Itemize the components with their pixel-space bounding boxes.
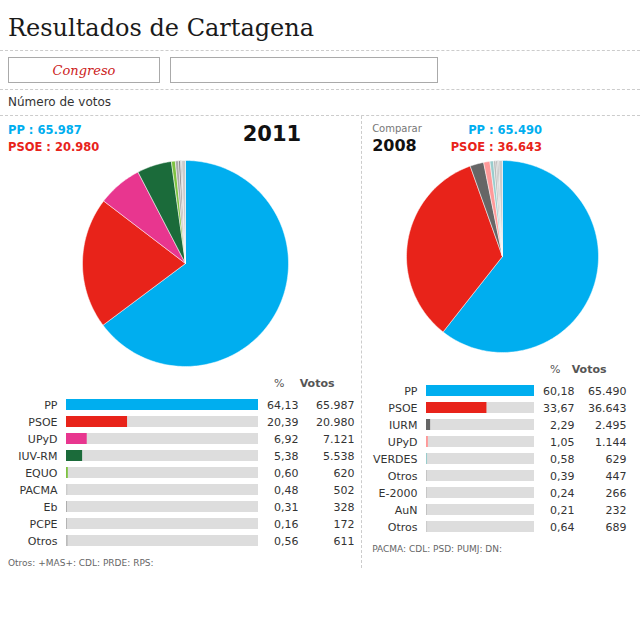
svg-text:UPyD: UPyD: [28, 433, 58, 446]
svg-text:2.495: 2.495: [595, 419, 627, 432]
html-text:PSOE : 20.980: PSOE : 20.980: [8, 140, 100, 154]
svg-text:Otros: Otros: [388, 521, 418, 534]
html-text:Resultados de Cartagena: Resultados de Cartagena: [8, 14, 315, 42]
html-text:PSOE : 36.643: PSOE : 36.643: [450, 140, 542, 154]
svg-text:Otros: Otros: [28, 535, 58, 548]
svg-text:0,64: 0,64: [550, 521, 575, 534]
html-text:Comparar: Comparar: [372, 123, 422, 134]
svg-text:172: 172: [334, 518, 355, 531]
svg-text:IUV-RM: IUV-RM: [18, 450, 57, 463]
svg-text:266: 266: [606, 487, 627, 500]
svg-text:Eb: Eb: [44, 501, 58, 514]
svg-text:Votos: Votos: [300, 377, 335, 390]
svg-text:0,21: 0,21: [550, 504, 575, 517]
svg-text:1.144: 1.144: [595, 436, 627, 449]
svg-text:UPyD: UPyD: [388, 436, 418, 449]
svg-text:0,24: 0,24: [550, 487, 575, 500]
svg-text:%: %: [550, 363, 560, 376]
svg-text:E-2000: E-2000: [379, 487, 418, 500]
svg-text:64,13: 64,13: [267, 399, 299, 412]
html-text:Congreso: Congreso: [52, 62, 116, 78]
html-text:PP : 65.490: PP : 65.490: [468, 123, 542, 137]
html-text:2011: 2011: [242, 122, 302, 146]
svg-text:PCPE: PCPE: [30, 518, 58, 531]
svg-text:Votos: Votos: [572, 363, 607, 376]
svg-text:2,29: 2,29: [550, 419, 575, 432]
svg-text:620: 620: [334, 467, 355, 480]
svg-text:611: 611: [334, 535, 355, 548]
svg-text:7.121: 7.121: [323, 433, 355, 446]
html-text:Otros: +MAS+: CDL: PRDE: RPS:: Otros: +MAS+: CDL: PRDE: RPS:: [8, 558, 154, 568]
svg-text:65.987: 65.987: [316, 399, 355, 412]
svg-text:0,16: 0,16: [274, 518, 299, 531]
svg-text:IURM: IURM: [389, 419, 417, 432]
svg-text:0,31: 0,31: [274, 501, 299, 514]
svg-text:EQUO: EQUO: [25, 467, 58, 480]
svg-text:629: 629: [606, 453, 627, 466]
svg-text:PSOE: PSOE: [28, 416, 57, 429]
svg-text:%: %: [274, 377, 284, 390]
svg-text:0,58: 0,58: [550, 453, 575, 466]
svg-text:36.643: 36.643: [588, 402, 627, 415]
html-text:Número de votos: Número de votos: [8, 95, 111, 109]
svg-text:Otros: Otros: [388, 470, 418, 483]
svg-text:5,38: 5,38: [274, 450, 299, 463]
svg-text:20,39: 20,39: [267, 416, 299, 429]
svg-text:6,92: 6,92: [274, 433, 299, 446]
svg-text:PP: PP: [404, 385, 418, 398]
html-text:2008: 2008: [372, 136, 417, 155]
svg-text:65.490: 65.490: [588, 385, 627, 398]
svg-text:447: 447: [606, 470, 627, 483]
html-text:PP : 65.987: PP : 65.987: [8, 123, 82, 137]
svg-text:689: 689: [606, 521, 627, 534]
svg-text:AuN: AuN: [395, 504, 418, 517]
svg-text:60,18: 60,18: [543, 385, 575, 398]
svg-text:PSOE: PSOE: [388, 402, 417, 415]
html-text:PACMA: CDL: PSD: PUMJ: DN:: PACMA: CDL: PSD: PUMJ: DN:: [372, 544, 502, 554]
svg-text:328: 328: [334, 501, 355, 514]
svg-text:33,67: 33,67: [543, 402, 575, 415]
svg-text:VERDES: VERDES: [373, 453, 418, 466]
svg-text:PP: PP: [44, 399, 58, 412]
svg-text:0,56: 0,56: [274, 535, 299, 548]
svg-text:20.980: 20.980: [316, 416, 355, 429]
svg-text:0,48: 0,48: [274, 484, 299, 497]
svg-text:0,39: 0,39: [550, 470, 575, 483]
svg-text:232: 232: [606, 504, 627, 517]
svg-text:502: 502: [334, 484, 355, 497]
svg-text:PACMA: PACMA: [20, 484, 58, 497]
svg-text:0,60: 0,60: [274, 467, 299, 480]
svg-text:5.538: 5.538: [323, 450, 355, 463]
svg-text:1,05: 1,05: [550, 436, 575, 449]
